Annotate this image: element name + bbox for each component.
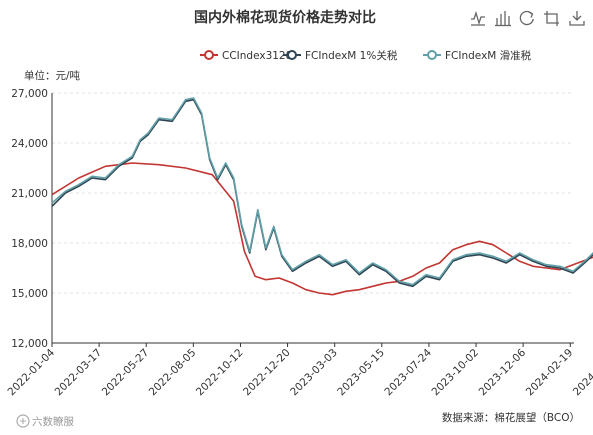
y-axis: 12,000 15,000 18,000 21,000 24,000 27,000: [11, 88, 53, 350]
x-tick-label: 2022-12-20: [241, 347, 293, 399]
x-tick-label: 2022-08-05: [147, 347, 199, 399]
x-tick-label: 2023-03-03: [288, 347, 340, 399]
y-tick-label: 21,000: [11, 188, 48, 200]
x-tick-label: 2023-07-24: [382, 346, 434, 398]
x-tick-label: 2024-02-19: [524, 347, 576, 399]
data-zoom-icon[interactable]: [470, 10, 486, 26]
y-tick-label: 15,000: [11, 288, 48, 300]
x-tick-label: 2022-03-17: [53, 347, 105, 399]
legend-item-2[interactable]: FCIndexM 滑准税: [423, 49, 532, 62]
x-tick-label: 2022-10-12: [194, 347, 246, 399]
y-tick-label: 18,000: [11, 238, 48, 250]
series-line-0: [51, 162, 593, 296]
x-tick-label: 2022-05-27: [100, 347, 152, 399]
legend-label: FCIndexM 滑准税: [445, 49, 532, 62]
y-gridlines: [52, 92, 574, 344]
x-tick-label: 2023-12-06: [477, 346, 529, 398]
legend-item-0[interactable]: CCIndex3128: [200, 50, 292, 62]
x-axis: 2022-01-042022-03-172022-05-272022-08-05…: [5, 342, 593, 399]
unit-label: 单位：元/吨: [24, 69, 81, 82]
legend-label: CCIndex3128: [222, 50, 292, 62]
bar-chart-icon[interactable]: [495, 10, 511, 27]
series-line-1: [51, 98, 593, 288]
restore-icon[interactable]: [544, 10, 560, 26]
legend-item-1[interactable]: FCIndexM 1%关税: [283, 49, 398, 62]
y-tick-label: 12,000: [11, 338, 48, 350]
watermark-logo-text: 六数瞭服: [32, 415, 74, 428]
chart-toolbox: [470, 10, 585, 27]
x-tick-label: 2023-10-02: [430, 347, 482, 399]
watermark-logo: [16, 414, 30, 428]
series-lines: [51, 97, 593, 296]
legend-label: FCIndexM 1%关税: [305, 49, 398, 62]
chart-legend: CCIndex3128 FCIndexM 1%关税 FCIndexM 滑准税: [200, 49, 532, 62]
save-image-icon[interactable]: [569, 10, 585, 26]
data-source: 数据来源：棉花展望（BCO）: [442, 411, 580, 424]
series-line-2: [51, 97, 593, 286]
chart-title: 国内外棉花现货价格走势对比: [194, 9, 376, 26]
refresh-icon[interactable]: [519, 10, 535, 26]
x-tick-label: 2023-05-15: [335, 347, 387, 399]
x-tick-label: 2022-01-04: [5, 346, 57, 398]
y-tick-label: 27,000: [11, 88, 48, 100]
y-tick-label: 24,000: [11, 138, 48, 150]
